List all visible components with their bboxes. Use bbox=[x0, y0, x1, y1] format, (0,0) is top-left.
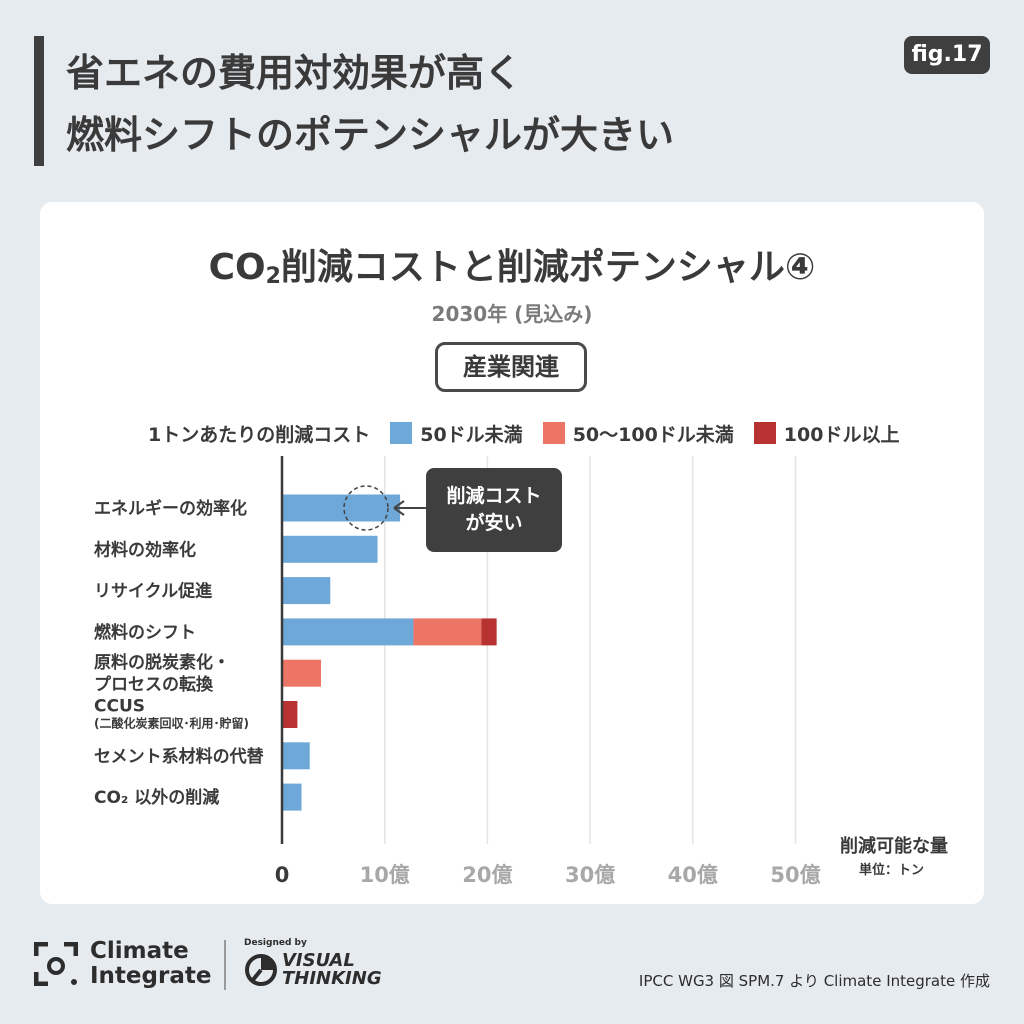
legend-title: 1トンあたりの削減コスト bbox=[148, 423, 371, 446]
legend-swatch-mid bbox=[542, 422, 565, 444]
category-label: CCUS bbox=[94, 697, 145, 717]
title-accent-bar bbox=[34, 36, 44, 166]
x-axis-unit: 単位：トン bbox=[859, 862, 924, 878]
ci-line-2: Integrate bbox=[90, 963, 212, 989]
legend-item-low: 50ドル未満 bbox=[390, 420, 523, 447]
bar-segment bbox=[282, 577, 331, 605]
climate-integrate-logo: Climate Integrate bbox=[33, 938, 211, 990]
designed-by-label: Designed by bbox=[244, 938, 307, 948]
footer-divider bbox=[224, 940, 226, 990]
x-tick-label: 0 bbox=[275, 863, 290, 887]
bar-segment bbox=[282, 701, 298, 728]
bar-segment bbox=[282, 783, 302, 811]
x-axis-title: 削減可能な量 bbox=[840, 835, 948, 857]
legend-item-high: 100ドル以上 bbox=[753, 420, 900, 447]
legend-label-low: 50ドル未満 bbox=[420, 423, 523, 446]
x-tick-label: 20億 bbox=[462, 863, 512, 887]
annotation-text-line-2: が安い bbox=[465, 511, 522, 534]
chart-title-rest: 削減コストと削減ポテンシャル④ bbox=[280, 247, 816, 288]
legend-swatch-low bbox=[390, 422, 413, 444]
headline-line-2: 燃料シフトのポテンシャルが大きい bbox=[66, 113, 675, 157]
legend: 1トンあたりの削減コスト 50ドル未満 50〜100ドル未満 100ドル以上 bbox=[148, 420, 919, 446]
climate-integrate-text: Climate Integrate bbox=[90, 939, 211, 989]
vt-line-1: VISUAL bbox=[282, 950, 355, 971]
legend-item-mid: 50〜100ドル未満 bbox=[542, 420, 734, 447]
chart-title: CO2削減コストと削減ポテンシャル④ bbox=[40, 238, 984, 290]
bar-segment bbox=[282, 742, 310, 770]
category-label: エネルギーの効率化 bbox=[94, 498, 247, 519]
chart-subtitle: 2030年 (見込み) bbox=[431, 302, 593, 326]
bar-segment bbox=[282, 535, 378, 563]
category-label: (二酸化炭素回収･利用･貯留) bbox=[94, 716, 249, 731]
category-label: CO₂ 以外の削減 bbox=[94, 787, 219, 808]
chart-card: CO2削減コストと削減ポテンシャル④ 2030年 (見込み) 産業関連 1トンあ… bbox=[40, 202, 984, 904]
source-credit: IPCC WG3 図 SPM.7 より Climate Integrate 作成 bbox=[638, 972, 990, 990]
bar-chart: 0 10億 20億 30億 40億 50億 エネルギーの効率化材料の効率化リサイクル促進燃料… bbox=[94, 456, 948, 887]
ci-line-1: Climate bbox=[90, 938, 189, 964]
bar-segment bbox=[481, 618, 497, 646]
legend-label-mid: 50〜100ドル未満 bbox=[572, 423, 734, 446]
x-tick-label: 40億 bbox=[668, 863, 718, 887]
bar-segment bbox=[413, 618, 482, 646]
bar-segment bbox=[282, 618, 414, 646]
visual-thinking-logo: VISUAL THINKING bbox=[244, 938, 382, 992]
category-label: 原料の脱炭素化・ bbox=[94, 652, 230, 673]
category-label: プロセスの転換 bbox=[94, 674, 214, 695]
category-box: 産業関連 bbox=[435, 342, 587, 392]
annotation-arrow-head bbox=[393, 500, 405, 516]
legend-label-high: 100ドル以上 bbox=[783, 423, 900, 446]
vt-line-2: THINKING bbox=[282, 968, 382, 989]
x-tick-label: 50億 bbox=[770, 863, 820, 887]
category-label: リサイクル促進 bbox=[94, 581, 212, 602]
page-headline: 省エネの費用対効果が高く 燃料シフトのポテンシャルが大きい bbox=[66, 42, 866, 166]
visual-thinking-text: VISUAL THINKING bbox=[278, 952, 382, 988]
chart-title-subscript: 2 bbox=[265, 264, 281, 289]
annotation-text-line-1: 削減コスト bbox=[446, 484, 541, 507]
annotation-box bbox=[426, 468, 562, 552]
legend-swatch-high bbox=[753, 422, 776, 444]
climate-integrate-mark-icon bbox=[33, 941, 79, 987]
annotation-circle bbox=[343, 485, 389, 531]
x-tick-label: 30億 bbox=[565, 863, 615, 887]
category-label: 燃料のシフト bbox=[94, 622, 196, 643]
category-label: 材料の効率化 bbox=[94, 539, 196, 560]
visual-thinking-mark-icon bbox=[245, 954, 277, 986]
bar-segment bbox=[282, 494, 401, 522]
chart-title-co: CO bbox=[208, 247, 266, 288]
bar-segment bbox=[282, 659, 322, 687]
category-label: セメント系材料の代替 bbox=[94, 746, 265, 767]
x-tick-label: 10億 bbox=[360, 863, 410, 887]
headline-line-1: 省エネの費用対効果が高く bbox=[66, 51, 523, 95]
figure-number-badge: fig.17 bbox=[904, 36, 990, 74]
